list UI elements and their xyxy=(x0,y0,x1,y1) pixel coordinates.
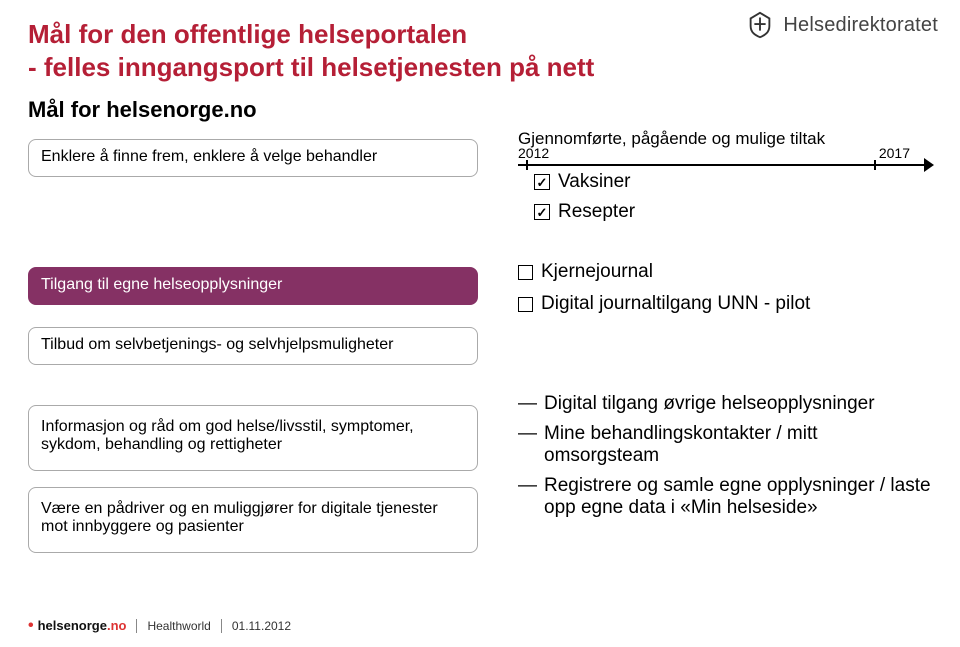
dash-label: Registrere og samle egne opplysninger / … xyxy=(544,475,932,519)
slide: Helsedirektoratet Mål for den offentlige… xyxy=(0,0,960,647)
bullet-digital-journaltilgang: Digital journaltilgang UNN - pilot xyxy=(518,293,932,315)
check-label: Vaksiner xyxy=(558,171,631,193)
logo-text-red: .no xyxy=(107,618,127,633)
dash-item-3: — Registrere og samle egne opplysninger … xyxy=(518,475,932,519)
brand: Helsedirektoratet xyxy=(745,10,938,40)
dash-label: Digital tilgang øvrige helseopplysninger xyxy=(544,393,875,415)
square-bullet-icon xyxy=(518,265,533,280)
divider xyxy=(221,619,222,633)
dash-item-1: — Digital tilgang øvrige helseopplysning… xyxy=(518,393,932,415)
timeline-arrow-icon xyxy=(924,158,934,172)
bullet-kjernejournal: Kjernejournal xyxy=(518,261,932,283)
goal-box-4: Informasjon og råd om god helse/livsstil… xyxy=(28,405,478,471)
footer-event: Healthworld xyxy=(147,619,210,633)
dash-bullet-icon: — xyxy=(518,475,536,497)
helsedirektoratet-logo-icon xyxy=(745,10,775,40)
check-label: Resepter xyxy=(558,201,635,223)
dash-label: Mine behandlingskontakter / mitt omsorgs… xyxy=(544,423,932,467)
bullet-label: Digital journaltilgang UNN - pilot xyxy=(541,293,810,315)
square-bullet-icon xyxy=(518,297,533,312)
brand-name: Helsedirektoratet xyxy=(783,14,938,37)
dash-bullet-icon: — xyxy=(518,423,536,445)
logo-text-dark: helsenorge xyxy=(38,618,107,633)
check-item-vaksiner: Vaksiner xyxy=(534,171,932,193)
goal-box-2: Tilgang til egne helseopplysninger xyxy=(28,267,478,305)
checkbox-checked-icon xyxy=(534,204,550,220)
timeline-tick-start xyxy=(526,160,528,170)
goal-box-1: Enklere å finne frem, enklere å velge be… xyxy=(28,139,478,177)
dash-bullet-icon: — xyxy=(518,393,536,415)
page-title: Mål for den offentlige helseportalen - f… xyxy=(28,18,668,83)
helsenorge-logo: • helsenorge.no xyxy=(28,618,126,633)
divider xyxy=(136,619,137,633)
goal-box-5: Være en pådriver og en muliggjører for d… xyxy=(28,487,478,553)
footer-date: 01.11.2012 xyxy=(232,619,291,633)
timeline-start-label: 2012 xyxy=(518,145,549,161)
timeline-tick-end xyxy=(874,160,876,170)
timeline: 2012 2017 xyxy=(518,151,932,169)
page-subtitle: Mål for helsenorge.no xyxy=(28,97,932,123)
slide-footer: • helsenorge.no Healthworld 01.11.2012 xyxy=(28,618,291,633)
timeline-heading: Gjennomførte, pågående og mulige tiltak xyxy=(518,129,932,149)
checkbox-checked-icon xyxy=(534,174,550,190)
dash-item-2: — Mine behandlingskontakter / mitt omsor… xyxy=(518,423,932,467)
goal-box-3: Tilbud om selvbetjenings- og selvhjelpsm… xyxy=(28,327,478,365)
check-item-resepter: Resepter xyxy=(534,201,932,223)
timeline-line xyxy=(518,164,932,166)
timeline-end-label: 2017 xyxy=(879,145,910,161)
bullet-label: Kjernejournal xyxy=(541,261,653,283)
